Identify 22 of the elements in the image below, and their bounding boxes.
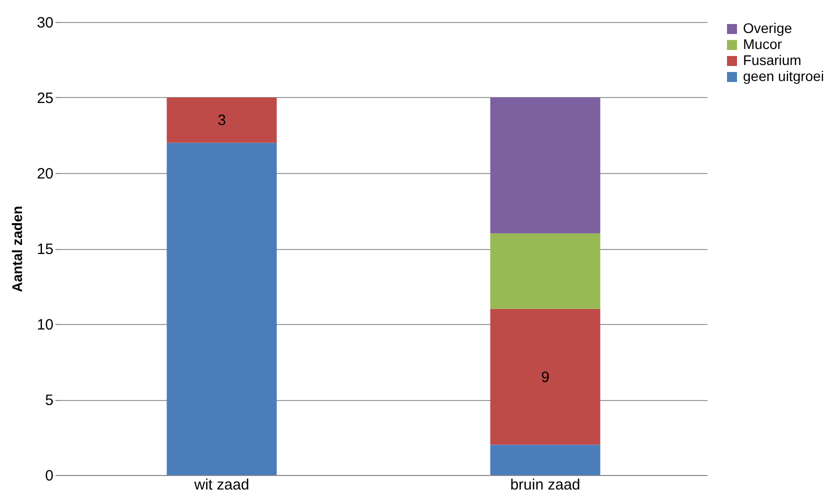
data-label: 9 xyxy=(541,368,550,386)
bar xyxy=(490,98,600,234)
bar xyxy=(166,142,277,475)
legend-label: Fusarium xyxy=(743,52,802,68)
y-tick-label: 30 xyxy=(36,14,54,32)
y-tick-label: 5 xyxy=(45,392,54,409)
data-label: 3 xyxy=(218,112,226,130)
y-tick-label: 25 xyxy=(36,90,54,107)
y-tick-label: 15 xyxy=(36,241,54,258)
x-tick-label: bruin zaad xyxy=(510,476,580,494)
legend-label: Mucor xyxy=(743,36,782,52)
bar xyxy=(490,233,600,309)
bar xyxy=(490,308,600,445)
y-tick-label: 10 xyxy=(36,316,54,334)
legend-label: geen uitgroei xyxy=(743,68,824,84)
y-tick-label: 20 xyxy=(36,166,54,182)
x-tick-label: wit zaad xyxy=(193,476,250,494)
y-tick-label: 0 xyxy=(45,468,54,484)
y-axis-title: Aantal zaden xyxy=(8,206,25,292)
bar xyxy=(166,98,277,143)
legend-label: Overige xyxy=(743,20,792,36)
bar xyxy=(490,444,600,475)
